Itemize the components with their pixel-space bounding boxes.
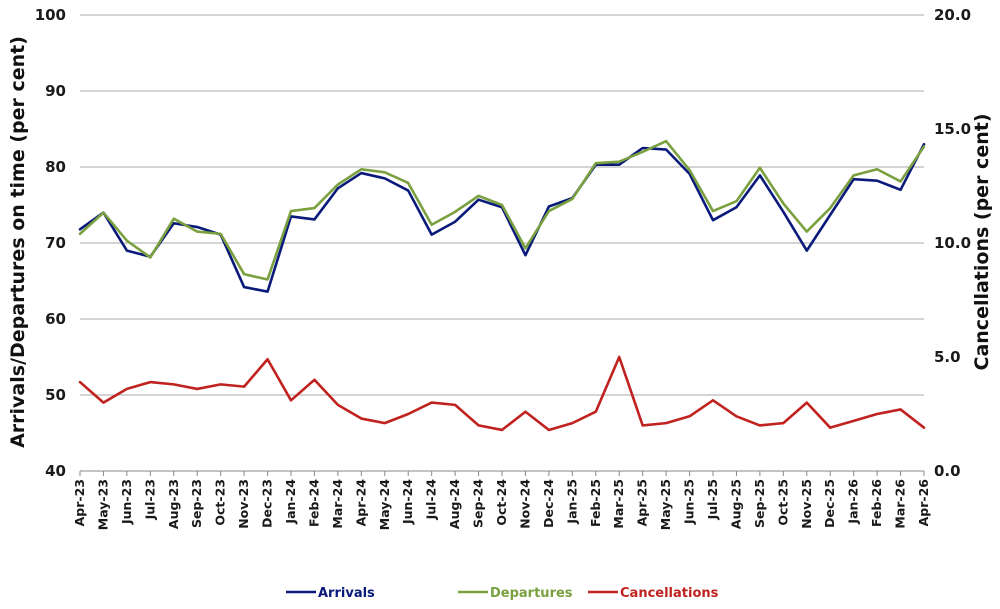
x-tick-label: Dec-23 — [260, 479, 275, 528]
x-tick-label: Apr-24 — [353, 479, 368, 527]
x-tick-label: Oct-23 — [213, 479, 228, 526]
x-tick-label: Feb-25 — [588, 479, 603, 527]
left-axis-title: Arrivals/Departures on time (per cent) — [7, 36, 29, 448]
left-tick-label: 70 — [45, 234, 66, 252]
x-tick-label: Dec-25 — [822, 479, 837, 528]
left-tick-label: 100 — [35, 6, 66, 24]
x-axis-ticks: Apr-23 May-23 Jun-23 Jul-23 Aug-23 Sep-23 Oct-… — [72, 471, 931, 530]
right-tick-label: 0.0 — [934, 462, 961, 480]
series-lines — [78, 139, 926, 432]
x-tick-label: May-24 — [377, 479, 392, 531]
legend: Arrivals Departures Cancellations — [286, 586, 719, 601]
right-tick-label: 20.0 — [934, 6, 971, 24]
x-tick-label: May-25 — [658, 479, 673, 530]
x-tick-label: Sep-25 — [752, 479, 767, 528]
x-tick-label: Jul-23 — [142, 479, 157, 520]
gridlines — [80, 14, 924, 472]
x-tick-label: Nov-24 — [517, 479, 532, 529]
x-tick-label: Nov-25 — [799, 479, 814, 529]
right-tick-label: 5.0 — [934, 348, 961, 366]
left-tick-label: 80 — [45, 158, 66, 176]
x-tick-label: Jan-24 — [283, 479, 298, 525]
left-axis-ticks: 40 50 60 70 80 90 100 — [35, 6, 66, 480]
x-tick-label: Aug-25 — [728, 479, 743, 529]
x-tick-label: Dec-24 — [541, 479, 556, 528]
x-tick-label: Jul-24 — [424, 479, 439, 521]
x-tick-label: Jun-24 — [400, 479, 415, 525]
x-tick-label: Jun-23 — [119, 479, 134, 525]
x-tick-label: Mar-25 — [611, 479, 626, 529]
x-tick-label: Oct-25 — [775, 479, 790, 526]
legend-label: Cancellations — [620, 586, 719, 601]
x-tick-label: Jan-26 — [846, 479, 861, 525]
x-tick-label: Jun-25 — [682, 479, 697, 525]
right-tick-label: 10.0 — [934, 234, 971, 252]
x-tick-label: Nov-23 — [236, 479, 251, 529]
x-tick-label: Jan-25 — [564, 479, 579, 525]
x-tick-label: Sep-23 — [189, 479, 204, 528]
x-tick-label: Apr-25 — [635, 479, 650, 526]
x-tick-label: Feb-26 — [869, 479, 884, 527]
series-line-arrivals — [78, 142, 926, 293]
x-tick-label: Oct-24 — [494, 479, 509, 526]
x-tick-label: Mar-24 — [330, 479, 345, 529]
right-axis-title: Cancellations (per cent) — [971, 114, 993, 371]
legend-label: Departures — [490, 586, 573, 601]
left-tick-label: 60 — [45, 310, 66, 328]
x-tick-label: Sep-24 — [471, 479, 486, 528]
legend-label: Arrivals — [318, 586, 375, 601]
x-tick-label: Aug-23 — [166, 479, 181, 529]
series-line-cancellations — [78, 355, 926, 432]
left-tick-label: 40 — [45, 462, 66, 480]
right-tick-label: 15.0 — [934, 120, 971, 138]
x-tick-label: Feb-24 — [306, 479, 321, 527]
x-tick-label: Mar-26 — [893, 479, 908, 529]
right-axis-ticks: 0.0 5.0 10.0 15.0 20.0 — [934, 6, 971, 480]
x-tick-label: Jul-25 — [705, 479, 720, 520]
x-tick-label: May-23 — [95, 479, 110, 530]
left-tick-label: 90 — [45, 82, 66, 100]
series-line-departures — [78, 139, 926, 281]
x-tick-label: Aug-24 — [447, 479, 462, 529]
x-tick-label: Apr-23 — [72, 479, 87, 526]
left-tick-label: 50 — [45, 386, 66, 404]
x-tick-label: Apr-26 — [916, 479, 931, 527]
